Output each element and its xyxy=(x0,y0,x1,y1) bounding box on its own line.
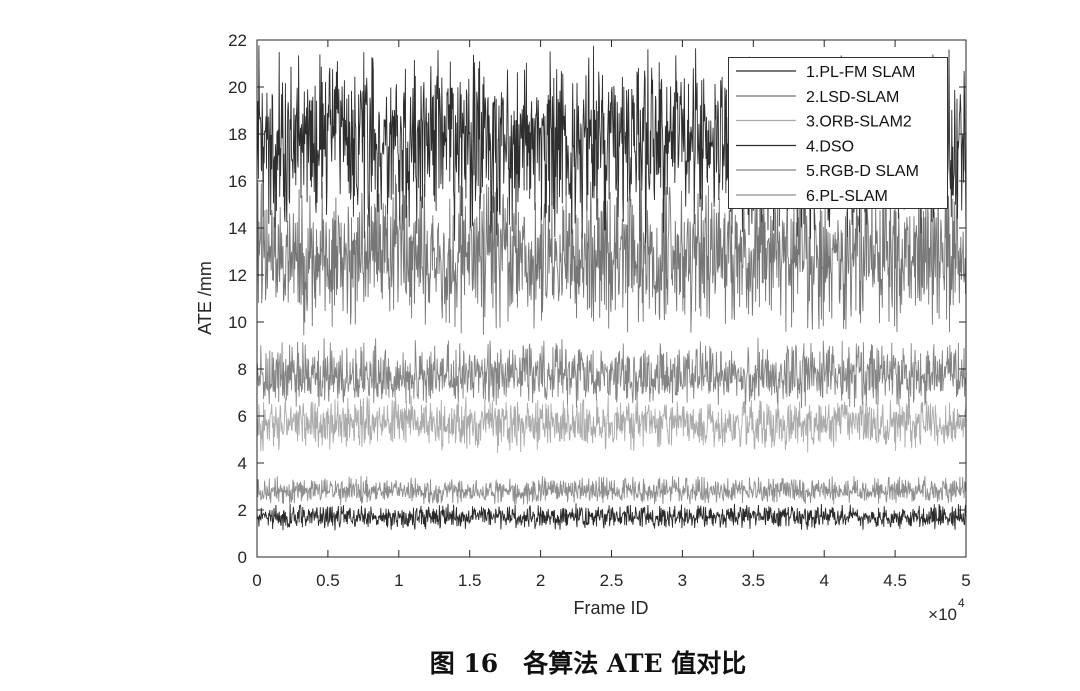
x-tick-label: 4.5 xyxy=(883,571,907,590)
x-tick-label: 0.5 xyxy=(316,571,340,590)
axes-box xyxy=(256,39,967,558)
y-tick-label: 0 xyxy=(238,548,247,567)
y-axis-label: ATE /mm xyxy=(195,261,215,335)
legend: 1.PL-FM SLAM 2.LSD-SLAM 3.ORB-SLAM2 4.DS… xyxy=(728,57,948,209)
legend-item: 3.ORB-SLAM2 xyxy=(736,114,912,131)
x-axis-exponent-power: 4 xyxy=(958,596,965,610)
x-tick-label: 3 xyxy=(678,571,687,590)
legend-label: 2.LSD-SLAM xyxy=(806,89,899,106)
y-tick-label: 8 xyxy=(238,360,247,379)
x-tick-label: 5 xyxy=(961,571,970,590)
series-line-2-lsd-slam xyxy=(257,174,966,336)
series-line-3-orb-slam2 xyxy=(257,395,966,454)
legend-item: 4.DSO xyxy=(736,139,854,156)
legend-label: 4.DSO xyxy=(806,139,854,156)
legend-item: 1.PL-FM SLAM xyxy=(736,64,915,81)
series-line-1-pl-fm-slam xyxy=(257,503,966,531)
x-tick-label: 0 xyxy=(252,571,261,590)
y-tick-label: 16 xyxy=(228,172,247,191)
legend-label: 6.PL-SLAM xyxy=(806,188,888,205)
y-tick-label: 4 xyxy=(238,454,247,473)
y-tick-label: 12 xyxy=(228,266,247,285)
x-tick-label: 1 xyxy=(394,571,403,590)
figure-caption: 图 16 各算法 ATE 值对比 xyxy=(430,649,747,678)
legend-label: 5.RGB-D SLAM xyxy=(806,163,919,180)
y-tick-label: 14 xyxy=(228,219,247,238)
y-tick-label: 20 xyxy=(228,78,247,97)
y-tick-label: 6 xyxy=(238,407,247,426)
x-axis-exponent-base: ×10 xyxy=(928,605,957,624)
x-axis-label: Frame ID xyxy=(573,598,648,618)
x-tick-label: 2.5 xyxy=(600,571,624,590)
legend-label: 1.PL-FM SLAM xyxy=(806,64,915,81)
axis-ticks: 0 0.5 1 1.5 2 2.5 3 3.5 4 4.5 5 0 2 4 6 8 10 12 14 16 18 20 22 xyxy=(228,31,971,590)
series-line-5-rgb-d-slam xyxy=(257,337,966,409)
x-tick-label: 3.5 xyxy=(741,571,765,590)
legend-label: 3.ORB-SLAM2 xyxy=(806,114,912,131)
legend-item: 2.LSD-SLAM xyxy=(736,89,899,106)
series-line-6-pl-slam xyxy=(257,475,966,506)
y-tick-label: 10 xyxy=(228,313,247,332)
legend-item: 5.RGB-D SLAM xyxy=(736,163,919,180)
x-tick-label: 4 xyxy=(819,571,828,590)
legend-item: 6.PL-SLAM xyxy=(736,188,888,205)
y-tick-label: 18 xyxy=(228,125,247,144)
series-lines xyxy=(257,45,966,531)
x-tick-label: 1.5 xyxy=(458,571,482,590)
x-tick-label: 2 xyxy=(536,571,545,590)
y-tick-label: 2 xyxy=(238,501,247,520)
y-tick-label: 22 xyxy=(228,31,247,50)
legend-box xyxy=(728,57,948,209)
